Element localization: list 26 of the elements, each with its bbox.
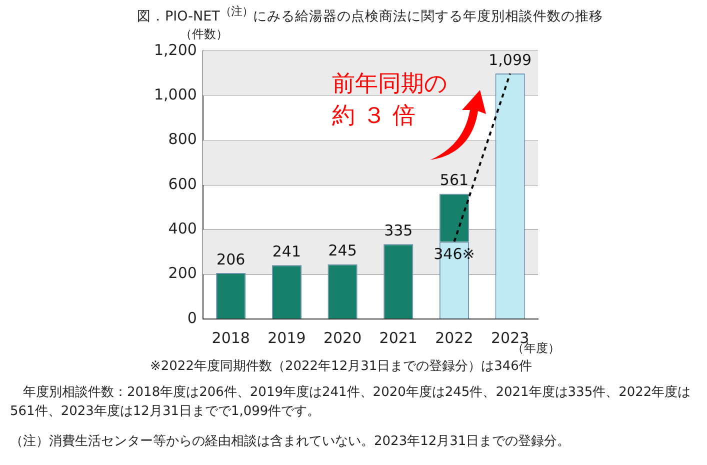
y-tick-label: 1,000 xyxy=(154,86,197,104)
total-label: 335 xyxy=(384,222,413,240)
chart-title: 図．PIO-NET$^{（注）}$にみる給湯器の点検商法に関する年度別相談件数の推移 xyxy=(137,4,603,26)
x-tick-label: 2019 xyxy=(268,328,306,347)
y-axis-title: （件数） xyxy=(180,26,228,43)
x-tick-label: 2021 xyxy=(379,328,418,347)
y-tick-label: 800 xyxy=(168,130,197,148)
data-label: 346※ xyxy=(434,245,475,264)
y-tick-label: 600 xyxy=(168,174,197,193)
text: （注）消費生活センター等からの経由相談は含まれていない。2023年12月31日までの登録分。 xyxy=(10,433,570,450)
total-label: 245 xyxy=(328,242,357,260)
y-tick-label: 200 xyxy=(168,264,197,282)
annotation: 前年同期の xyxy=(332,70,448,99)
total-label: 241 xyxy=(272,242,302,261)
y-tick-label: 0 xyxy=(187,308,197,327)
total-label: 561 xyxy=(440,171,469,190)
y-tick-label: 400 xyxy=(168,220,197,238)
text: 年度別相談件数：2018年度は206件、2019年度は241件、2020年度は245件、2021年度は335件、2022年度は561件、2023年度は12月31日までで1,099件です。 xyxy=(10,384,692,421)
x-tick-label: 2022 xyxy=(435,328,474,347)
text: ※2022年度同期件数（2022年12月31日までの登録分）は346件 xyxy=(150,358,532,375)
annotation: 約 ３ 倍 xyxy=(332,102,416,131)
total-label: 206 xyxy=(216,250,246,268)
x-tick-label: 2020 xyxy=(323,328,362,347)
y-tick-label: 1,200 xyxy=(154,40,197,59)
total-label: 1,099 xyxy=(488,50,532,69)
x-tick-label: 2018 xyxy=(212,328,250,347)
